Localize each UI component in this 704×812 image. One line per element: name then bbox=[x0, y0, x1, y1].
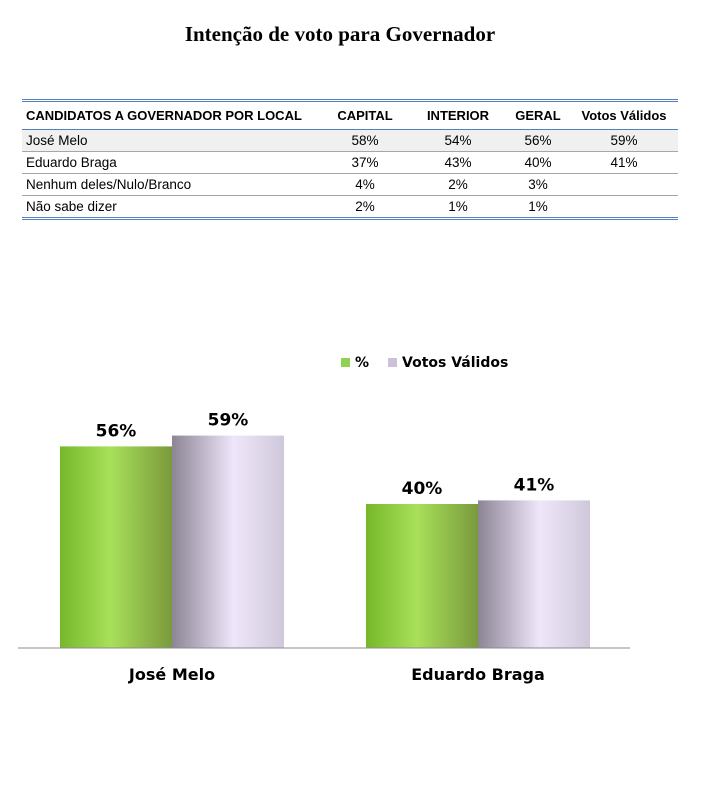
value-cell: 41% bbox=[570, 151, 678, 174]
candidate-cell: Não sabe dizer bbox=[22, 195, 320, 220]
value-cell: 4% bbox=[320, 173, 410, 196]
candidate-cell: Eduardo Braga bbox=[22, 151, 320, 174]
column-header: Votos Válidos bbox=[570, 99, 678, 130]
value-cell bbox=[570, 173, 678, 196]
legend-label: % bbox=[355, 355, 369, 371]
bar bbox=[366, 504, 478, 648]
candidate-cell: José Melo bbox=[22, 129, 320, 152]
legend-swatch bbox=[388, 358, 397, 367]
value-cell: 43% bbox=[410, 151, 506, 174]
x-axis-labels: José Melo Eduardo Braga bbox=[128, 665, 545, 684]
value-cell: 56% bbox=[506, 129, 570, 152]
value-cell: 2% bbox=[410, 173, 506, 196]
x-tick-label: José Melo bbox=[128, 665, 215, 684]
legend-swatch bbox=[341, 358, 350, 367]
value-cell: 40% bbox=[506, 151, 570, 174]
value-cell: 2% bbox=[320, 195, 410, 220]
column-header: GERAL bbox=[506, 99, 570, 130]
table-row: Não sabe dizer 2% 1% 1% bbox=[22, 195, 678, 220]
data-label: 56% bbox=[96, 421, 137, 441]
data-label: 59% bbox=[208, 411, 249, 431]
page-title: Intenção de voto para Governador bbox=[184, 22, 496, 46]
chart-legend: % Votos Válidos bbox=[341, 355, 508, 371]
column-header: CANDIDATOS A GOVERNADOR POR LOCAL bbox=[22, 99, 320, 130]
value-cell: 1% bbox=[410, 195, 506, 220]
value-cell: 1% bbox=[506, 195, 570, 220]
bar bbox=[60, 446, 172, 648]
value-cell bbox=[570, 195, 678, 220]
column-header: INTERIOR bbox=[410, 99, 506, 130]
table-row: José Melo 58% 54% 56% 59% bbox=[22, 129, 678, 152]
results-table-container: CANDIDATOS A GOVERNADOR POR LOCAL CAPITA… bbox=[22, 99, 678, 220]
x-tick-label: Eduardo Braga bbox=[411, 665, 545, 684]
bar bbox=[172, 435, 284, 648]
column-header: CAPITAL bbox=[320, 99, 410, 130]
legend-label: Votos Válidos bbox=[402, 355, 508, 371]
data-label: 41% bbox=[514, 475, 555, 495]
table-header-row: CANDIDATOS A GOVERNADOR POR LOCAL CAPITA… bbox=[22, 99, 678, 130]
value-cell: 59% bbox=[570, 129, 678, 152]
results-table: CANDIDATOS A GOVERNADOR POR LOCAL CAPITA… bbox=[22, 99, 678, 220]
value-cell: 58% bbox=[320, 129, 410, 152]
chart-bars: 56% 59% 40% 41% bbox=[60, 411, 590, 648]
bar bbox=[478, 500, 590, 648]
candidate-cell: Nenhum deles/Nulo/Branco bbox=[22, 173, 320, 196]
value-cell: 54% bbox=[410, 129, 506, 152]
data-label: 40% bbox=[402, 479, 443, 499]
value-cell: 3% bbox=[506, 173, 570, 196]
bar-chart: % Votos Válidos 56% 59% 40% 41% José Melo Edu… bbox=[18, 355, 630, 684]
table-row: Eduardo Braga 37% 43% 40% 41% bbox=[22, 151, 678, 174]
value-cell: 37% bbox=[320, 151, 410, 174]
table-row: Nenhum deles/Nulo/Branco 4% 2% 3% bbox=[22, 173, 678, 196]
